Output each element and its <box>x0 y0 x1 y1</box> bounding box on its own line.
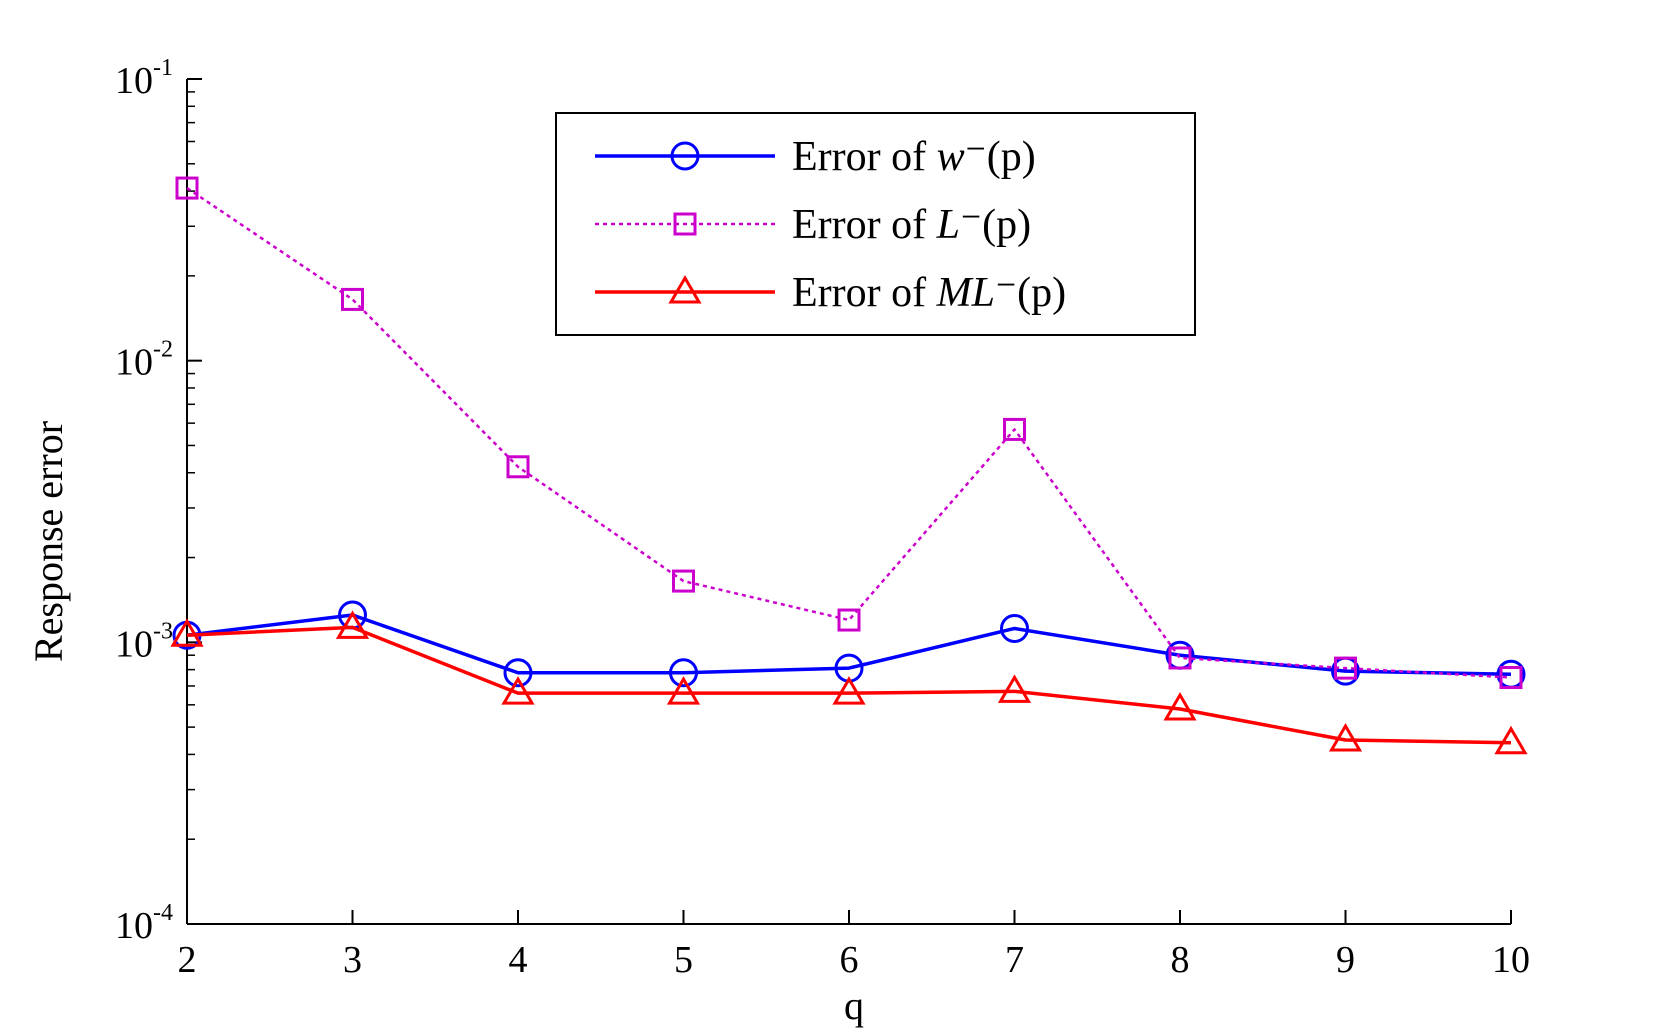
data-point-triangle <box>170 618 204 647</box>
x-tick-label: 4 <box>509 939 528 981</box>
series-layer <box>170 176 1528 755</box>
data-point-square <box>341 287 364 311</box>
legend-entry: Error of L⁻(p) <box>595 202 1031 248</box>
y-tick-label: 10-3 <box>115 618 173 665</box>
legend-marker-triangle <box>668 275 702 304</box>
axes: 10-4 10-3 10-2 10-1 2 3 4 5 6 7 8 9 10 q Response erro… <box>26 55 1530 1028</box>
data-point-circle <box>669 658 698 688</box>
data-point-triangle <box>501 676 535 705</box>
legend-label: Error of L⁻(p) <box>792 202 1031 248</box>
legend-marker-square <box>673 212 697 236</box>
legend-label: Error of ML⁻(p) <box>792 270 1066 316</box>
series-line <box>186 187 1512 679</box>
data-point-square <box>672 569 695 593</box>
data-point-triangle <box>1163 691 1197 721</box>
data-point-triangle <box>666 676 701 705</box>
data-point-square <box>837 608 861 632</box>
series-square <box>175 176 1523 690</box>
series-circle <box>172 600 1526 689</box>
data-point-square <box>1168 646 1192 670</box>
x-tick-label: 9 <box>1336 939 1355 981</box>
series-triangle <box>170 610 1528 755</box>
y-axis-label: Response error <box>26 421 71 662</box>
data-point-triangle <box>832 676 866 705</box>
x-tick-label: 6 <box>840 939 859 981</box>
y-tick-label: 10-4 <box>115 900 173 947</box>
data-point-triangle <box>1494 725 1528 755</box>
data-point-triangle <box>997 674 1032 703</box>
data-point-square <box>1003 417 1026 441</box>
data-point-square <box>506 455 530 479</box>
legend-entry: Error of ML⁻(p) <box>595 270 1066 316</box>
legend-marker-circle <box>670 141 700 171</box>
legend-label: Error of w⁻(p) <box>792 134 1036 180</box>
data-point-square <box>1334 656 1357 680</box>
data-point-triangle <box>335 610 370 639</box>
x-tick-label: 5 <box>674 939 693 981</box>
legend: Error of w⁻(p) Error of L⁻(p) Error of ML⁻… <box>555 112 1196 336</box>
data-point-square <box>175 176 199 200</box>
x-tick-label: 8 <box>1171 939 1190 981</box>
series-line <box>186 625 1512 745</box>
data-point-circle <box>1000 613 1029 643</box>
x-axis-label: q <box>844 983 864 1028</box>
y-tick-label: 10-1 <box>115 55 173 102</box>
y-tick-label: 10-2 <box>115 337 173 384</box>
x-tick-label: 2 <box>178 939 197 981</box>
x-tick-label: 10 <box>1492 939 1530 981</box>
legend-entry: Error of w⁻(p) <box>595 134 1036 180</box>
data-point-square <box>1499 666 1523 690</box>
x-tick-label: 7 <box>1005 939 1024 981</box>
data-point-circle <box>503 658 533 688</box>
data-point-triangle <box>1328 723 1363 752</box>
x-tick-label: 3 <box>343 939 362 981</box>
